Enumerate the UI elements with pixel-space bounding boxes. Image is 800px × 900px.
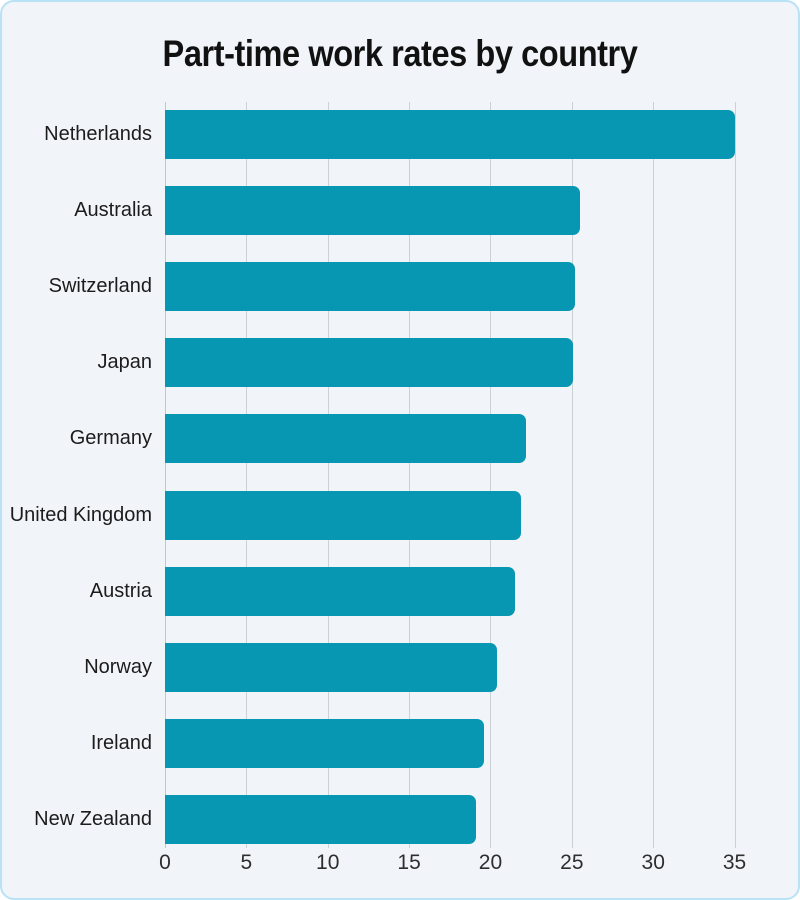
country-label: Germany [69, 427, 152, 450]
x-tick-label: 15 [397, 851, 421, 874]
gridline [165, 102, 166, 848]
chart-row: Netherlands [44, 96, 772, 172]
country-label: Netherlands [44, 122, 152, 145]
x-tick-label: 10 [316, 851, 340, 874]
bar [165, 643, 497, 693]
bar [165, 719, 484, 769]
gridline [246, 102, 248, 848]
chart-title: Part-time work rates by country [162, 33, 638, 74]
bar [165, 185, 580, 235]
gridline [571, 102, 573, 848]
bar [165, 414, 527, 464]
x-tick-label: 20 [478, 851, 503, 874]
chart-row: Germany [70, 401, 772, 477]
chart-rows: Netherlands Australia Switzerland Japan Germ… [10, 96, 772, 858]
bar [165, 109, 735, 159]
bar [165, 490, 522, 540]
gridline [734, 102, 736, 848]
country-label: United Kingdom [9, 503, 152, 526]
chart-row: Austria [90, 553, 772, 629]
x-axis: 0 5 10 15 20 25 30 35 [159, 851, 772, 881]
gridline [490, 102, 492, 848]
chart-row: Australia [74, 172, 772, 248]
country-label: New Zealand [34, 808, 152, 831]
chart-row: Ireland [91, 706, 772, 782]
country-label: Ireland [90, 732, 152, 755]
gridline [327, 102, 329, 848]
bar [165, 262, 576, 311]
plot-area [165, 102, 772, 848]
country-label: Norway [84, 656, 152, 679]
x-tick-label: 5 [240, 851, 253, 874]
chart-row: United Kingdom [10, 477, 772, 553]
chart-row: Norway [84, 629, 772, 705]
chart-row: New Zealand [34, 782, 772, 858]
x-tick-label: 35 [722, 851, 747, 874]
bar [165, 795, 476, 845]
gridline [409, 102, 411, 848]
bar [165, 566, 515, 616]
x-tick-label: 30 [641, 851, 665, 874]
country-label: Japan [97, 351, 153, 374]
bar [165, 338, 574, 388]
chart-row: Japan [98, 325, 772, 401]
gridline [653, 102, 655, 848]
chart-row: Switzerland [49, 248, 772, 324]
country-label: Australia [74, 198, 152, 221]
x-tick-label: 0 [159, 851, 171, 874]
country-label: Austria [89, 579, 152, 602]
x-tick-label: 25 [560, 851, 584, 874]
country-label: Switzerland [48, 275, 152, 297]
